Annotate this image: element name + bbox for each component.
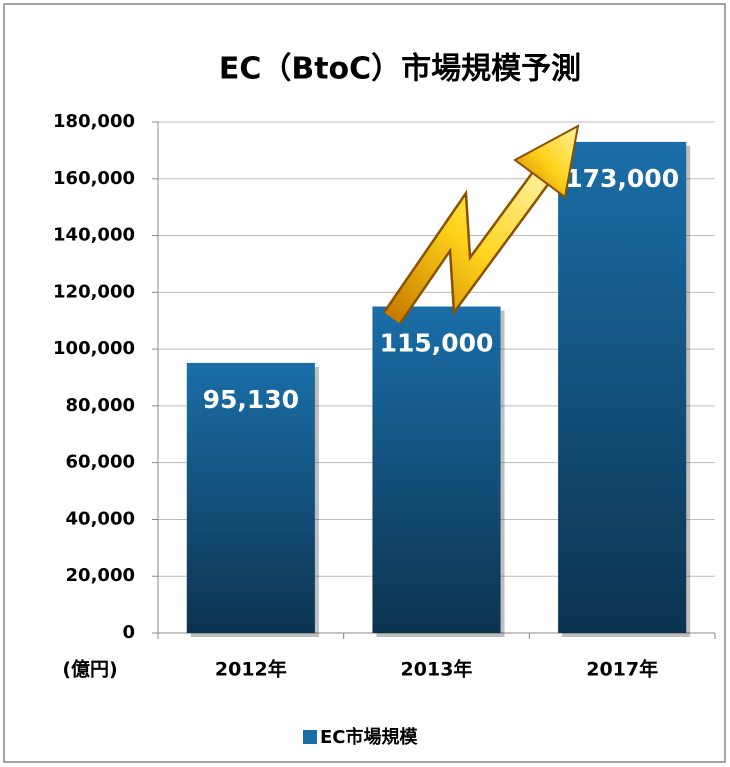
chart: EC（BtoC）市場規模予測 (億円) 0 20,000 40,000 60,000 8… (0, 0, 730, 767)
y-tick-label: 40,000 (66, 508, 135, 529)
legend-swatch (303, 730, 317, 744)
legend: EC市場規模 (303, 726, 419, 748)
y-tick-label: 0 (122, 622, 135, 643)
legend-label: EC市場規模 (320, 726, 419, 748)
y-tick-label: 180,000 (53, 111, 135, 132)
unit-label: (億円) (62, 658, 117, 681)
y-tick-label: 100,000 (53, 338, 135, 359)
y-tick-label: 140,000 (53, 225, 135, 246)
x-tick-label: 2017年 (586, 658, 658, 681)
bar (558, 142, 686, 633)
value-label: 95,130 (203, 385, 299, 414)
x-tick-label: 2012年 (215, 658, 287, 681)
chart-title: EC（BtoC）市場規模予測 (219, 52, 581, 87)
y-tick-label: 20,000 (66, 565, 135, 586)
y-tick-label: 160,000 (53, 168, 135, 189)
x-tick-label: 2013年 (401, 658, 473, 681)
y-tick-label: 60,000 (66, 452, 135, 473)
y-tick-label: 120,000 (53, 281, 135, 302)
y-tick-label: 80,000 (66, 395, 135, 416)
value-label: 173,000 (565, 164, 679, 193)
value-label: 115,000 (380, 329, 494, 358)
